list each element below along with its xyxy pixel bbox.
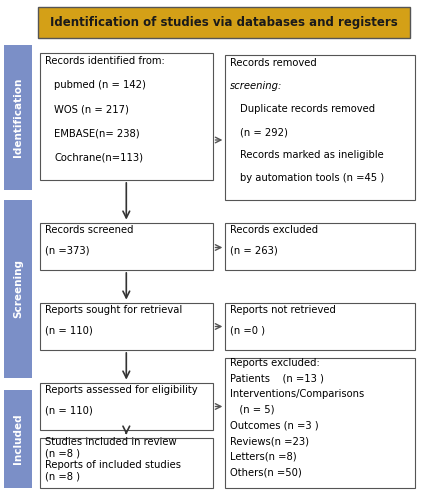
Text: Others(n =50): Others(n =50) [230, 468, 302, 477]
FancyBboxPatch shape [40, 52, 213, 180]
Text: pubmed (n = 142): pubmed (n = 142) [54, 80, 146, 90]
Text: Included: Included [13, 414, 23, 464]
FancyBboxPatch shape [4, 45, 32, 190]
Text: Screening: Screening [13, 259, 23, 318]
FancyBboxPatch shape [38, 8, 410, 38]
Text: (n = 110): (n = 110) [45, 326, 93, 336]
Text: Records screened: Records screened [45, 224, 133, 234]
FancyBboxPatch shape [225, 222, 415, 270]
Text: Interventions/Comparisons: Interventions/Comparisons [230, 390, 365, 400]
Text: Reports not retrieved: Reports not retrieved [230, 304, 336, 314]
Text: by automation tools (n =45 ): by automation tools (n =45 ) [240, 173, 384, 183]
Text: Records marked as ineligible: Records marked as ineligible [240, 150, 383, 160]
Text: Reports of included studies: Reports of included studies [45, 460, 181, 470]
Text: Studies included in review: Studies included in review [45, 436, 177, 446]
Text: (n = 263): (n = 263) [230, 246, 278, 256]
FancyBboxPatch shape [40, 438, 213, 488]
FancyBboxPatch shape [225, 55, 415, 200]
Text: (n =8 ): (n =8 ) [45, 472, 80, 482]
Text: (n = 110): (n = 110) [45, 406, 93, 415]
Text: (n = 292): (n = 292) [240, 127, 288, 137]
Text: Records excluded: Records excluded [230, 224, 318, 234]
FancyBboxPatch shape [40, 382, 213, 430]
Text: (n = 5): (n = 5) [230, 405, 275, 415]
FancyBboxPatch shape [225, 302, 415, 350]
Text: Patients    (n =13 ): Patients (n =13 ) [230, 374, 324, 384]
FancyBboxPatch shape [4, 390, 32, 488]
Text: Identification of studies via databases and registers: Identification of studies via databases … [50, 16, 398, 29]
Text: screening:: screening: [230, 81, 282, 91]
Text: (n =8 ): (n =8 ) [45, 448, 80, 458]
Text: Reports assessed for eligibility: Reports assessed for eligibility [45, 384, 198, 394]
Text: Outcomes (n =3 ): Outcomes (n =3 ) [230, 420, 319, 430]
Text: Reviews(n =23): Reviews(n =23) [230, 436, 309, 446]
FancyBboxPatch shape [40, 302, 213, 350]
FancyBboxPatch shape [40, 222, 213, 270]
Text: Cochrane(n=113): Cochrane(n=113) [54, 152, 143, 162]
Text: EMBASE(n= 238): EMBASE(n= 238) [54, 128, 140, 138]
Text: Reports excluded:: Reports excluded: [230, 358, 320, 368]
FancyBboxPatch shape [225, 358, 415, 488]
Text: Records identified from:: Records identified from: [45, 56, 165, 66]
Text: Records removed: Records removed [230, 58, 320, 68]
FancyBboxPatch shape [4, 200, 32, 378]
Text: WOS (n = 217): WOS (n = 217) [54, 104, 129, 114]
Text: (n =373): (n =373) [45, 246, 90, 256]
Text: Identification: Identification [13, 78, 23, 157]
Text: Duplicate records removed: Duplicate records removed [240, 104, 375, 114]
Text: (n =0 ): (n =0 ) [230, 326, 265, 336]
Text: Reports sought for retrieval: Reports sought for retrieval [45, 304, 182, 314]
Text: Letters(n =8): Letters(n =8) [230, 452, 297, 462]
